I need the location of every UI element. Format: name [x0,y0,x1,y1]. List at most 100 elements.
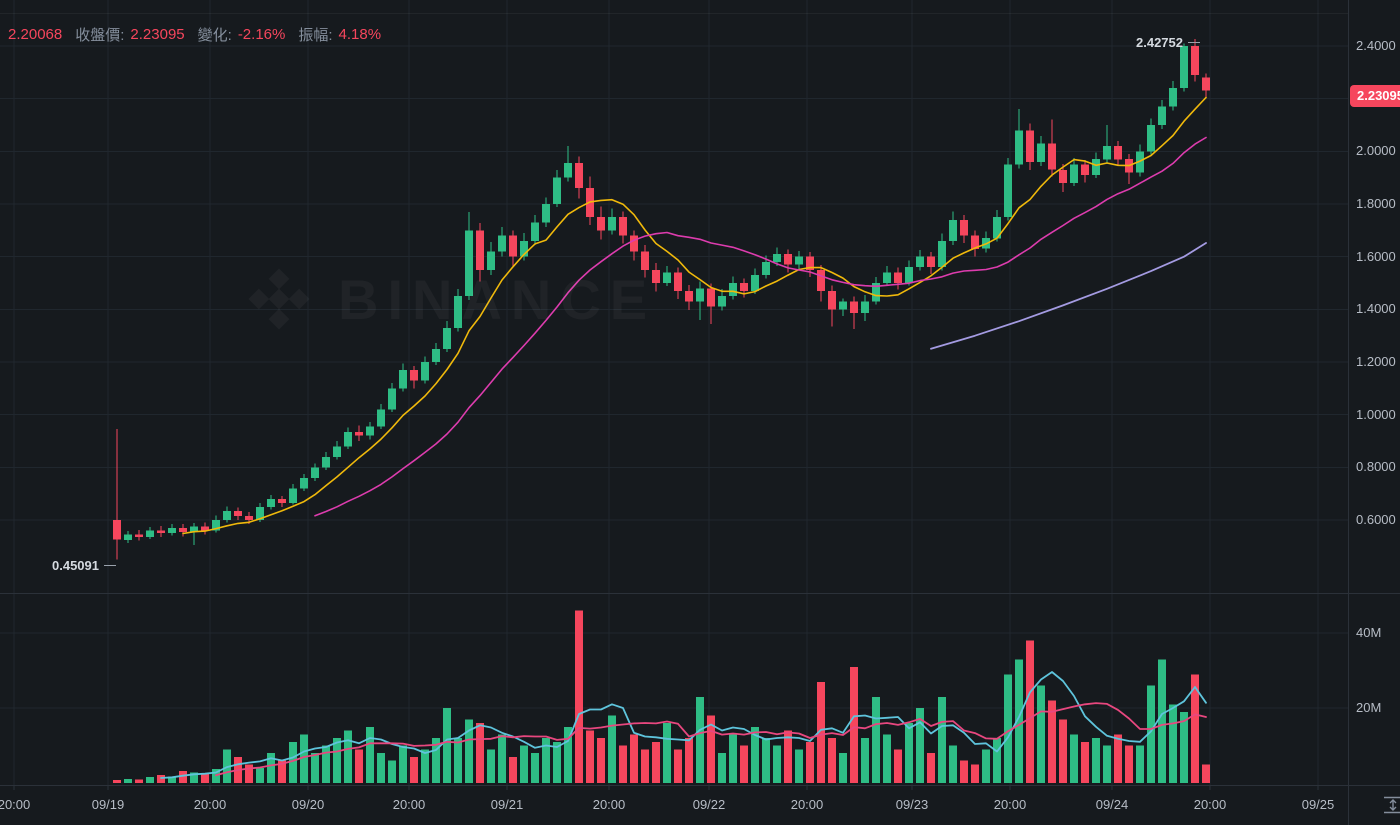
volume-bar [179,771,187,783]
candle-body [509,235,517,257]
time-axis-border [0,785,1400,786]
time-axis-label: 09/20 [291,797,325,812]
time-axis-label: 20:00 [0,797,31,812]
volume-bar [949,745,957,783]
volume-bar [718,753,726,783]
volume-bar [1048,700,1056,783]
candle-body [762,261,770,276]
candle-body [1180,46,1188,89]
volume-bar [1202,764,1210,784]
candle-body [212,520,220,531]
candle-body [333,446,341,457]
volume-bar [641,749,649,784]
candle-body [630,235,638,252]
price-axis-label: 1.6000 [1356,248,1396,264]
high-price-annotation: 2.42752 [1136,35,1200,50]
price-axis-border [1348,0,1349,825]
candle-body [190,526,198,532]
ma-long-line [930,242,1207,350]
candle-body [168,527,176,534]
price-axis-label: 1.8000 [1356,195,1396,211]
legend-close-label: 收盤價: [75,27,125,44]
volume-bar [960,760,968,783]
volume-bar [509,756,517,784]
candle-body [553,177,561,204]
candle-body [916,256,924,268]
candle-body [388,388,396,410]
volume-bar [124,778,132,783]
legend-amplitude-label: 振幅: [298,27,333,44]
volume-bar [685,738,693,783]
candle-body [366,426,374,436]
volume-bar [267,753,275,783]
candle-body [828,290,836,310]
candle-body [1048,143,1056,170]
legend-amplitude-value: 4.18% [338,26,382,43]
volume-bar [487,749,495,784]
candle-body [322,456,330,468]
candle-body [476,230,484,270]
pane-divider[interactable] [0,593,1400,594]
high-price-value: 2.42752 [1136,35,1183,50]
candle-body [938,240,946,268]
volume-bar [674,749,682,784]
volume-bar [1158,659,1166,784]
price-axis-label: 1.4000 [1356,301,1396,317]
volume-bar [1015,659,1023,784]
candle-body [795,256,803,265]
volume-bar [905,723,913,783]
volume-bar [883,734,891,784]
volume-bar [982,749,990,784]
volume-bar [157,774,165,784]
candle-body [949,219,957,241]
price-axis-label: 2.0000 [1356,143,1396,159]
candle-body [927,256,935,268]
volume-bar [575,610,583,783]
volume-bar [333,738,341,783]
ohlc-legend: 2.20068 收盤價: 2.23095 變化: -2.16% 振幅: 4.18… [8,24,381,45]
candle-body [399,369,407,389]
candle-body [542,204,550,223]
volume-bar [201,774,209,783]
volume-bar [344,730,352,783]
candle-body [674,272,682,291]
volume-bar [1125,745,1133,783]
top-gridline [0,13,1348,14]
axis-scale-button[interactable] [1382,796,1400,814]
volume-bar [289,741,297,784]
time-axis-label: 20:00 [993,797,1027,812]
candle-body [1114,146,1122,160]
candle-body [234,510,242,517]
volume-bar [1147,685,1155,783]
candle-body [971,235,979,249]
volume-bar [850,666,858,784]
volume-bar [520,745,528,783]
time-axis-label: 09/19 [91,797,125,812]
time-axis-label: 20:00 [592,797,626,812]
volume-bar [476,723,484,783]
candle-body [773,254,781,262]
candle-body [685,290,693,302]
volume-bar [553,741,561,784]
candle-body [454,296,462,328]
volume-bar [399,745,407,783]
volume-bar [256,768,264,783]
candle-body [641,251,649,270]
candle-body [608,217,616,231]
volume-bar [927,753,935,783]
candle-body [1037,143,1045,162]
volume-bar [355,749,363,784]
time-axis-label: 09/21 [490,797,524,812]
price-axis-label: 2.4000 [1356,38,1396,53]
candle-body [784,254,792,265]
volume-bar [806,741,814,784]
low-annotation-dash [104,565,116,566]
volume-bar [630,734,638,784]
time-axis-label: 20:00 [392,797,426,812]
volume-bar [366,726,374,784]
volume-bar [377,753,385,783]
candle-body [520,240,528,257]
price-axis-label: 0.8000 [1356,459,1396,475]
low-price-annotation: 0.45091 [52,558,116,573]
